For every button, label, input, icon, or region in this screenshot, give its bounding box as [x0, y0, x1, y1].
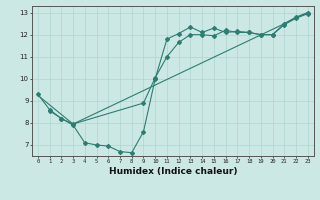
X-axis label: Humidex (Indice chaleur): Humidex (Indice chaleur) — [108, 167, 237, 176]
